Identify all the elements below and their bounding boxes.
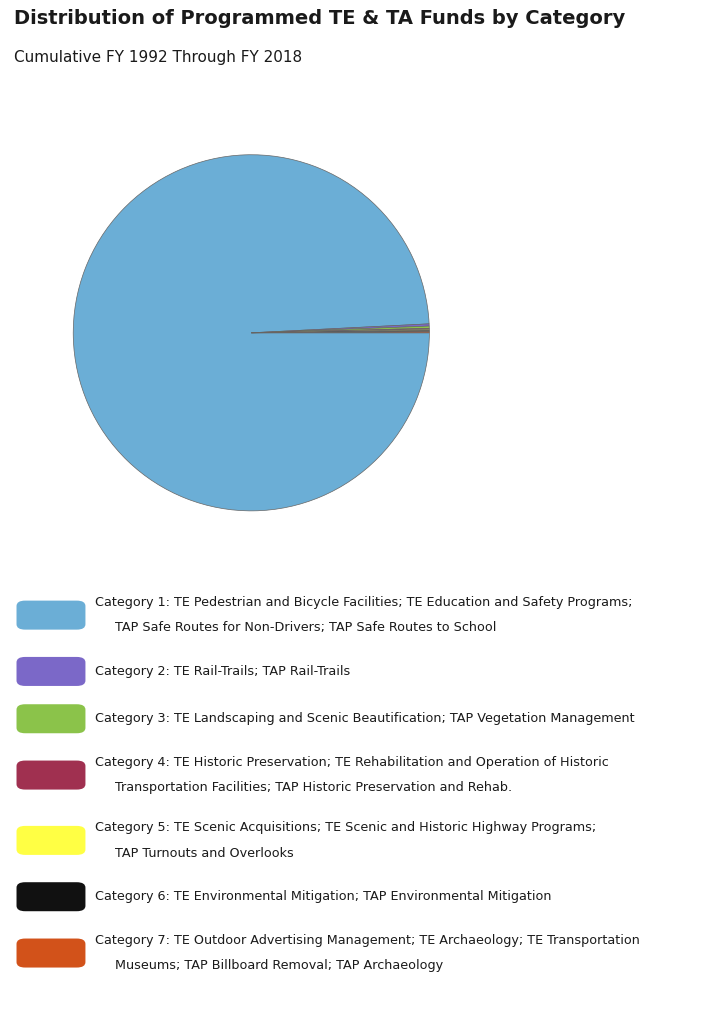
FancyBboxPatch shape bbox=[17, 705, 85, 733]
Text: Museums; TAP Billboard Removal; TAP Archaeology: Museums; TAP Billboard Removal; TAP Arch… bbox=[115, 959, 443, 972]
Wedge shape bbox=[251, 330, 429, 333]
Wedge shape bbox=[251, 324, 429, 333]
Text: TAP Turnouts and Overlooks: TAP Turnouts and Overlooks bbox=[115, 847, 294, 859]
Text: Distribution of Programmed TE & TA Funds by Category: Distribution of Programmed TE & TA Funds… bbox=[14, 9, 625, 29]
Text: Category 3: TE Landscaping and Scenic Beautification; TAP Vegetation Management: Category 3: TE Landscaping and Scenic Be… bbox=[95, 713, 635, 725]
FancyBboxPatch shape bbox=[17, 826, 85, 855]
Wedge shape bbox=[251, 326, 429, 333]
FancyBboxPatch shape bbox=[17, 657, 85, 686]
Text: Category 5: TE Scenic Acquisitions; TE Scenic and Historic Highway Programs;: Category 5: TE Scenic Acquisitions; TE S… bbox=[95, 821, 596, 835]
Text: Category 2: TE Rail-Trails; TAP Rail-Trails: Category 2: TE Rail-Trails; TAP Rail-Tra… bbox=[95, 665, 350, 678]
Text: Transportation Facilities; TAP Historic Preservation and Rehab.: Transportation Facilities; TAP Historic … bbox=[115, 781, 512, 795]
Wedge shape bbox=[251, 332, 429, 333]
Wedge shape bbox=[73, 155, 429, 511]
Text: Category 4: TE Historic Preservation; TE Rehabilitation and Operation of Histori: Category 4: TE Historic Preservation; TE… bbox=[95, 756, 609, 769]
FancyBboxPatch shape bbox=[17, 761, 85, 790]
Text: TAP Safe Routes for Non-Drivers; TAP Safe Routes to School: TAP Safe Routes for Non-Drivers; TAP Saf… bbox=[115, 622, 496, 634]
FancyBboxPatch shape bbox=[17, 601, 85, 630]
Text: Category 6: TE Environmental Mitigation; TAP Environmental Mitigation: Category 6: TE Environmental Mitigation;… bbox=[95, 890, 551, 903]
Wedge shape bbox=[251, 329, 429, 333]
Text: Category 7: TE Outdoor Advertising Management; TE Archaeology; TE Transportation: Category 7: TE Outdoor Advertising Manag… bbox=[95, 934, 640, 947]
Text: Cumulative FY 1992 Through FY 2018: Cumulative FY 1992 Through FY 2018 bbox=[14, 50, 302, 66]
Wedge shape bbox=[251, 331, 429, 333]
FancyBboxPatch shape bbox=[17, 883, 85, 911]
Text: Category 1: TE Pedestrian and Bicycle Facilities; TE Education and Safety Progra: Category 1: TE Pedestrian and Bicycle Fa… bbox=[95, 596, 633, 609]
FancyBboxPatch shape bbox=[17, 939, 85, 968]
